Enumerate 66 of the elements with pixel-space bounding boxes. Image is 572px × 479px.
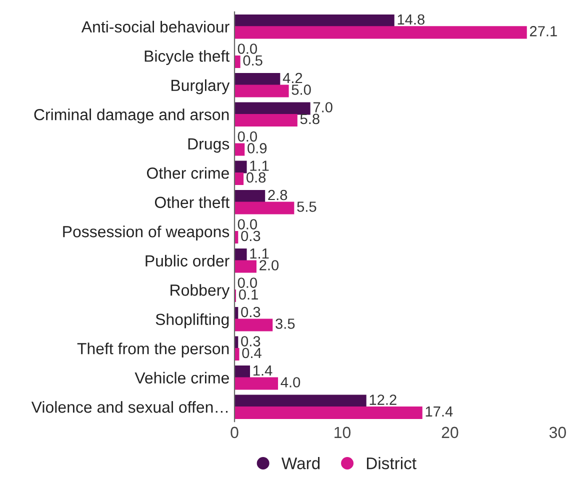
bar — [234, 160, 247, 174]
x-tick-label: 0 — [230, 426, 238, 438]
y-tick-label: Possession of weapons — [63, 226, 230, 240]
bar — [234, 55, 240, 68]
y-tick-label: Public order — [146, 254, 230, 267]
bar — [234, 394, 366, 408]
data-label: 0.8 — [246, 172, 266, 183]
data-label: 1.4 — [253, 366, 272, 376]
data-label: 2.8 — [268, 190, 288, 200]
y-tick-label: Violence and sexual offen… — [31, 401, 228, 413]
y-tick-label: Theft from the person — [77, 342, 229, 358]
data-label: 27.1 — [530, 26, 557, 36]
x-tick-label: 10 — [334, 426, 351, 438]
data-label: 0.1 — [238, 289, 258, 300]
data-label: 4.2 — [282, 72, 302, 84]
bar — [234, 72, 280, 86]
bar — [234, 248, 247, 262]
x-tick-label: 30 — [549, 426, 566, 438]
bar — [234, 190, 266, 203]
bar — [234, 318, 273, 332]
bar — [234, 406, 422, 420]
y-tick-label: Other theft — [154, 196, 230, 208]
data-label: 12.2 — [370, 394, 396, 405]
data-label: 7.0 — [313, 102, 332, 112]
data-label: 0.9 — [248, 143, 267, 154]
bar — [234, 114, 298, 126]
data-label: 0.3 — [241, 336, 260, 346]
y-tick-label: Vehicle crime — [134, 372, 229, 384]
data-label: 1.1 — [250, 160, 269, 171]
data-label: 17.4 — [426, 406, 453, 417]
data-label: 0.0 — [238, 219, 257, 230]
data-label: 2.0 — [260, 260, 279, 270]
bar — [234, 102, 310, 115]
data-label: 0.3 — [241, 306, 260, 318]
bar — [234, 143, 245, 156]
y-tick-label: Bicycle theft — [144, 50, 230, 65]
data-label: 0.0 — [238, 278, 257, 288]
data-label: 1.1 — [250, 248, 269, 259]
bar — [234, 14, 394, 28]
bar — [234, 172, 244, 185]
data-label: 14.8 — [398, 14, 424, 25]
data-label: 4.0 — [280, 377, 300, 388]
x-tick-label: 20 — [442, 426, 458, 438]
y-tick-label: Shoplifting — [156, 313, 229, 328]
y-tick-label: Criminal damage and arson — [34, 108, 229, 124]
bar — [234, 84, 289, 98]
bar — [234, 26, 527, 39]
y-tick-label: Robbery — [170, 284, 230, 299]
bar — [234, 202, 294, 214]
data-label: 5.8 — [300, 114, 320, 124]
y-tick-label: Burglary — [172, 79, 230, 94]
data-label: 0.3 — [241, 230, 260, 242]
y-tick-label: Anti-social behaviour — [81, 20, 230, 33]
data-label: 0.0 — [238, 44, 257, 54]
y-tick-label: Other crime — [146, 167, 229, 179]
bar — [234, 377, 278, 390]
legend-label: District — [366, 456, 416, 470]
data-label: 0.0 — [238, 131, 257, 142]
bar — [234, 260, 256, 273]
y-tick-label: Drugs — [188, 138, 230, 153]
data-label: 0.4 — [242, 348, 262, 358]
data-label: 0.5 — [243, 55, 262, 66]
data-label: 3.5 — [276, 318, 295, 329]
data-label: 5.0 — [292, 84, 311, 95]
legend-label: Ward — [281, 456, 320, 470]
data-label: 5.5 — [297, 202, 316, 212]
